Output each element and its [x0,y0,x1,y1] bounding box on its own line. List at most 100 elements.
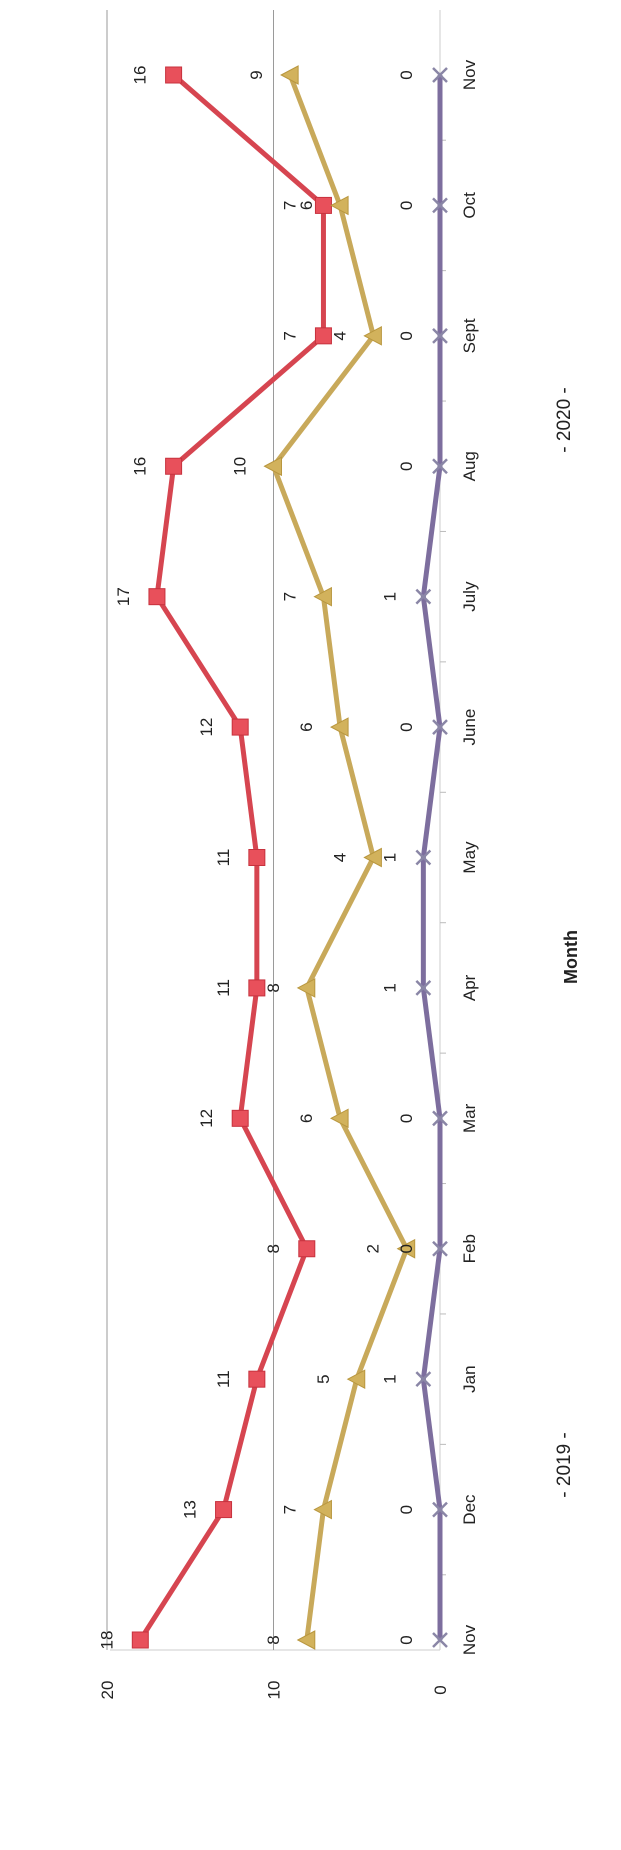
data-label: 11 [214,1370,233,1388]
data-point-triangle [396,1238,416,1259]
data-label: 8 [264,1244,283,1253]
data-label: 0 [397,331,416,340]
x-tick-label: July [460,581,479,612]
data-point-triangle [296,978,316,998]
data-label: 7 [280,1505,299,1514]
series-layer [131,65,448,1650]
data-point-triangle [296,1630,316,1650]
data-point-square [148,588,166,606]
data-label: 0 [397,70,416,79]
data-label: 2 [364,1244,383,1253]
data-label: 5 [314,1374,333,1383]
x-tick-label: Sept [460,318,479,353]
data-label: 16 [131,66,150,85]
x-tick-label: Mar [460,1103,479,1133]
y-tick-label: 20 [98,1681,117,1700]
data-label: 11 [214,979,233,997]
plot-area: 1813118121111121716771687526846710469001… [97,10,448,1651]
series-line [420,75,443,1640]
x-tick-label: June [460,709,479,746]
data-label: 0 [397,1505,416,1514]
data-point-x [432,458,448,475]
data-label: 10 [231,457,250,476]
data-point-square [314,196,332,214]
data-point-x [432,719,448,735]
data-point-x [432,1632,448,1648]
data-point-square [298,1240,316,1258]
data-label: 12 [197,718,216,737]
data-label: 1 [380,983,399,992]
data-label: 7 [280,331,299,340]
data-point-triangle [346,1369,366,1389]
x-axis-tick-labels: Nov Dec Jan Feb Mar Apr May June July Aug Sept Oct N… [460,59,479,1655]
data-label: 11 [214,849,233,867]
data-point-x [432,1110,448,1127]
data-point-triangle [330,195,349,216]
data-point-square [248,849,266,866]
data-point-triangle [330,717,349,737]
data-point-x [415,849,432,866]
data-point-triangle [330,1108,349,1129]
data-point-x [415,980,432,996]
y-tick-label: 10 [265,1681,284,1700]
data-point-triangle [313,586,332,607]
data-label: 9 [247,70,266,79]
data-label: 1 [380,853,399,862]
data-label: 0 [397,1244,416,1253]
data-label: 6 [297,201,316,210]
data-label: 12 [197,1109,216,1128]
year-label-2020: - 2020 - [554,387,575,452]
data-label: 1 [380,1374,399,1383]
data-point-x [432,1240,448,1257]
data-label: 8 [264,1635,283,1644]
x-tick-label: Feb [460,1234,479,1263]
data-point-x [415,588,432,605]
data-point-triangle [280,65,299,85]
data-point-x [415,1371,432,1388]
data-point-square [231,1109,249,1127]
data-label: 4 [330,331,349,340]
data-label: 7 [280,592,299,601]
x-tick-label: Apr [460,974,479,1001]
data-point-square [131,1631,149,1649]
data-label: 6 [297,722,316,731]
x-axis-ticks [440,139,446,1576]
x-tick-label: Aug [460,451,479,481]
data-point-x [432,67,448,83]
data-label: 0 [397,1635,416,1644]
data-label: 0 [397,201,416,210]
data-label: 1 [380,592,399,601]
data-label: 6 [297,1114,316,1123]
x-tick-label: Oct [460,192,479,219]
y-axis-tick-labels: 0 10 20 [98,1681,450,1700]
data-label: 8 [264,983,283,992]
data-point-square [248,979,266,997]
data-label: 16 [131,457,150,476]
data-label: 4 [330,853,349,862]
data-point-x [432,1501,448,1518]
data-point-triangle [263,456,282,477]
year-label-2019: - 2019 - [554,1432,575,1497]
data-labels-layer: 1813118121111121716771687526846710469001… [97,66,416,1650]
data-point-x [432,197,448,214]
data-point-square [248,1370,266,1388]
x-axis-title: Month [561,930,581,984]
data-point-triangle [313,1499,332,1520]
data-point-triangle [363,847,382,868]
data-label: 13 [181,1500,200,1519]
data-point-square [215,1501,233,1519]
x-tick-label: Nov [460,1624,479,1655]
x-tick-label: Jan [460,1365,479,1392]
data-label: 0 [397,1114,416,1123]
x-tick-label: May [460,841,479,874]
y-tick-label: 0 [431,1685,450,1694]
data-label: 0 [397,722,416,731]
data-point-square [165,457,183,475]
grid-lines [106,10,274,1650]
data-point-x [432,327,448,344]
data-point-triangle [363,326,382,346]
x-tick-label: Dec [460,1494,479,1525]
data-label: 18 [97,1631,116,1650]
data-point-square [165,66,183,84]
x-tick-label: Nov [460,59,479,90]
